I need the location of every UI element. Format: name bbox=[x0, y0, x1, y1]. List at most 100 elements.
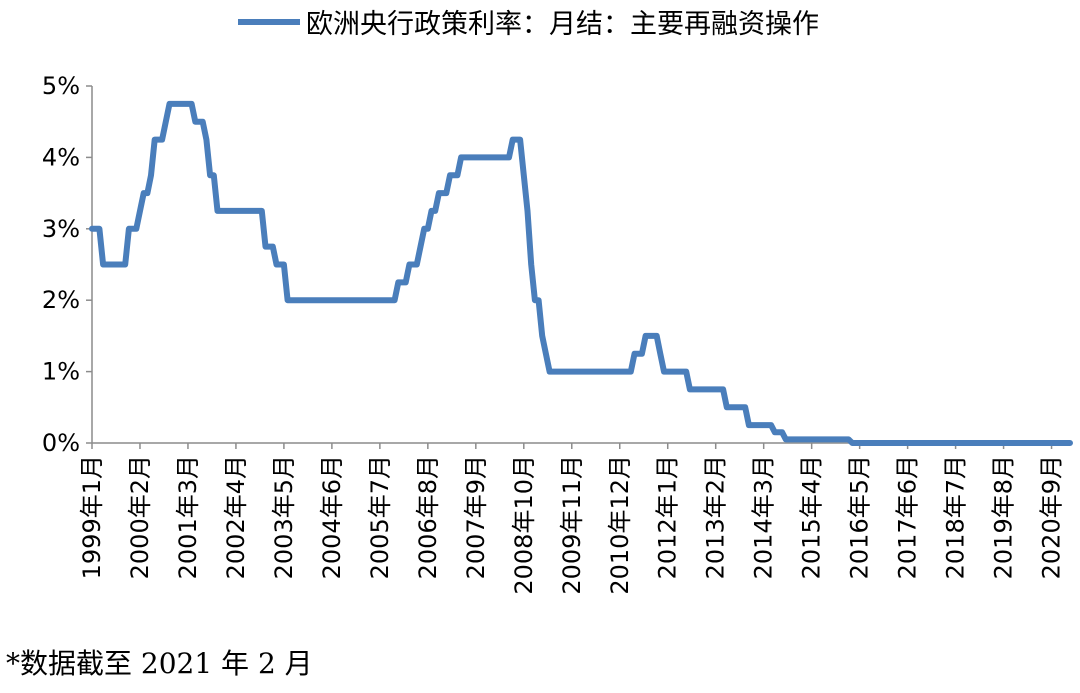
data-point bbox=[194, 120, 197, 123]
data-point bbox=[644, 334, 647, 337]
data-point bbox=[851, 442, 854, 444]
data-point bbox=[773, 431, 776, 434]
legend: 欧洲央行政策利率：月结：主要再融资操作 bbox=[238, 9, 819, 40]
data-point bbox=[659, 352, 662, 355]
data-point bbox=[722, 388, 725, 391]
data-point bbox=[201, 120, 204, 123]
data-point bbox=[1069, 442, 1071, 444]
data-point bbox=[688, 388, 691, 391]
data-point bbox=[434, 209, 437, 212]
x-tick-label: 2005年7月 bbox=[366, 455, 394, 579]
data-point bbox=[655, 334, 658, 337]
data-point bbox=[744, 406, 747, 409]
y-tick-label: 2% bbox=[42, 286, 80, 314]
x-tick-label: 2006年8月 bbox=[414, 455, 442, 579]
data-point bbox=[127, 227, 130, 230]
data-point bbox=[640, 352, 643, 355]
data-point bbox=[423, 227, 426, 230]
data-point bbox=[419, 245, 422, 248]
data-point bbox=[633, 352, 636, 355]
y-tick-label: 0% bbox=[42, 429, 80, 457]
legend-label: 欧洲央行政策利率：月结：主要再融资操作 bbox=[306, 9, 819, 40]
y-tick-label: 5% bbox=[42, 72, 80, 100]
data-point bbox=[124, 263, 127, 266]
x-tick-label: 2019年8月 bbox=[990, 455, 1018, 579]
y-tick-label: 4% bbox=[42, 143, 80, 171]
data-point bbox=[460, 156, 463, 159]
x-tick-label: 2018年7月 bbox=[942, 455, 970, 579]
x-tick-label: 2004年6月 bbox=[318, 455, 346, 579]
x-tick-label: 2010年12月 bbox=[606, 455, 634, 595]
data-point bbox=[102, 263, 105, 266]
data-point bbox=[449, 174, 451, 177]
data-point bbox=[397, 281, 400, 284]
data-point bbox=[781, 431, 784, 434]
x-tick-label: 2020年9月 bbox=[1038, 455, 1066, 579]
data-point bbox=[445, 192, 448, 195]
data-point bbox=[212, 174, 215, 177]
x-tick-label: 2002年4月 bbox=[222, 455, 250, 579]
data-point bbox=[426, 227, 429, 230]
data-point bbox=[282, 263, 285, 266]
data-point bbox=[264, 245, 267, 248]
data-point bbox=[91, 227, 93, 230]
data-point bbox=[146, 192, 149, 195]
x-tick-label: 2015年4月 bbox=[798, 455, 826, 579]
y-tick-label: 3% bbox=[42, 215, 80, 243]
data-point bbox=[541, 334, 544, 337]
data-point bbox=[271, 245, 274, 248]
data-point bbox=[404, 281, 407, 284]
data-point bbox=[139, 209, 141, 212]
data-point bbox=[725, 406, 728, 409]
x-axis: 1999年1月 2000年2月 2001年3月 2002年4月 2003年5月 2004年… bbox=[78, 442, 1070, 595]
data-point bbox=[430, 209, 433, 212]
data-point bbox=[537, 299, 540, 302]
footnote: *数据截至 2021 年 2 月 bbox=[6, 647, 313, 680]
data-point bbox=[508, 156, 510, 159]
x-tick-label: 2017年6月 bbox=[894, 455, 922, 579]
data-point bbox=[437, 192, 440, 195]
data-point bbox=[511, 138, 514, 141]
y-axis: 0% 1% 2% 3% 4% 5% bbox=[42, 72, 93, 457]
data-point bbox=[456, 174, 459, 177]
data-point bbox=[526, 209, 529, 212]
x-tick-label: 2014年3月 bbox=[750, 455, 778, 579]
data-point bbox=[784, 438, 787, 441]
data-point bbox=[522, 174, 525, 177]
data-point bbox=[168, 102, 171, 105]
data-point bbox=[408, 263, 411, 266]
data-point bbox=[629, 370, 632, 373]
data-point bbox=[544, 352, 547, 355]
x-tick-label: 2016年5月 bbox=[846, 455, 874, 579]
x-tick-label: 2003年5月 bbox=[270, 455, 298, 579]
data-point bbox=[533, 299, 536, 302]
x-tick-label: 2000年2月 bbox=[126, 455, 154, 579]
data-point bbox=[519, 138, 522, 141]
x-tick-label: 2013年2月 bbox=[702, 455, 730, 579]
data-point bbox=[685, 370, 688, 373]
data-point bbox=[205, 138, 208, 141]
data-point bbox=[415, 263, 418, 266]
data-point bbox=[190, 102, 193, 105]
data-point bbox=[548, 370, 551, 373]
data-point bbox=[153, 138, 156, 141]
data-point bbox=[142, 192, 145, 195]
x-tick-label: 1999年1月 bbox=[78, 455, 106, 579]
series-layer bbox=[89, 100, 1073, 446]
data-point bbox=[747, 424, 750, 427]
data-point bbox=[663, 370, 665, 373]
data-point bbox=[530, 263, 533, 266]
data-point bbox=[209, 174, 212, 177]
data-point bbox=[770, 424, 773, 427]
data-point bbox=[260, 209, 263, 212]
data-point bbox=[393, 299, 396, 302]
data-point bbox=[216, 209, 219, 212]
x-tick-label: 2009年11月 bbox=[558, 455, 586, 595]
data-point bbox=[164, 120, 167, 123]
x-tick-label: 2008年10月 bbox=[510, 455, 538, 595]
data-point bbox=[275, 263, 278, 266]
data-point bbox=[150, 174, 152, 177]
series-line bbox=[89, 100, 1073, 446]
data-point bbox=[161, 138, 164, 141]
